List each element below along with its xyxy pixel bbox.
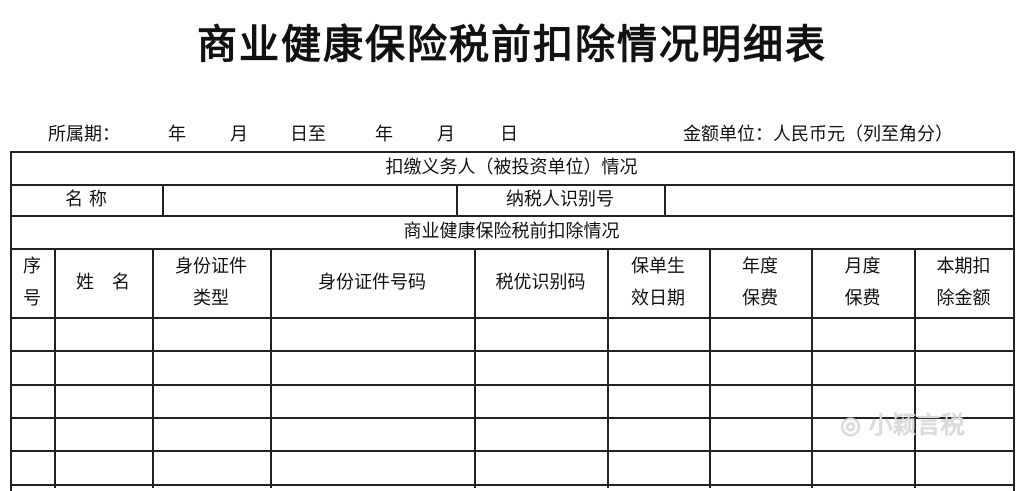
table-rule (10, 417, 1015, 419)
table-cell[interactable] (270, 450, 474, 484)
period-to-month: 月 (437, 124, 455, 145)
column-header: 姓 名 (76, 271, 130, 293)
table-rule (10, 248, 1015, 250)
table-cell[interactable] (709, 350, 811, 384)
table-rule (10, 317, 1015, 319)
table-cell[interactable] (709, 450, 811, 484)
table-cell[interactable] (914, 450, 1013, 484)
table-rule (152, 248, 154, 488)
table-rule (270, 248, 272, 488)
column-header: 身份证件 类型 (175, 255, 247, 309)
table-cell[interactable] (10, 350, 54, 384)
table-cell[interactable] (811, 450, 914, 484)
column-header: 本期扣 除金额 (936, 255, 991, 309)
taxid-label: 纳税人识别号 (506, 188, 614, 210)
table-cell[interactable] (10, 317, 54, 350)
table-cell[interactable] (10, 384, 54, 417)
table-cell[interactable] (270, 417, 474, 450)
table-cell[interactable] (607, 417, 709, 450)
table-cell[interactable] (152, 317, 270, 350)
table-cell[interactable] (709, 384, 811, 417)
table-cell[interactable] (54, 384, 152, 417)
table-cell[interactable] (607, 384, 709, 417)
table-cell[interactable] (10, 417, 54, 450)
column-header: 月度 保费 (844, 255, 881, 309)
table-rule (914, 248, 916, 488)
table-rule (10, 215, 1015, 217)
table-rule (10, 384, 1015, 386)
table-cell[interactable] (474, 417, 607, 450)
section1-title: 扣缴义务人（被投资单位）情况 (385, 156, 638, 178)
table-cell[interactable] (152, 350, 270, 384)
table-cell[interactable] (914, 350, 1013, 384)
column-header: 身份证件号码 (318, 271, 426, 293)
column-header: 保单生 效日期 (631, 255, 685, 309)
table-rule (54, 248, 56, 488)
table-rule (664, 184, 666, 215)
table-rule (10, 350, 1015, 352)
name-label: 名 称 (65, 188, 107, 210)
table-cell[interactable] (607, 350, 709, 384)
table-cell[interactable] (270, 384, 474, 417)
table-rule (10, 151, 1015, 153)
period-label: 所属期： (48, 124, 120, 145)
table-border (10, 151, 12, 491)
table-cell[interactable] (270, 350, 474, 384)
document-title: 商业健康保险税前扣除情况明细表 (197, 22, 827, 68)
taxid-field[interactable] (664, 184, 1013, 215)
table-rule (811, 248, 813, 488)
period-from-month: 月 (230, 124, 248, 145)
amount-unit: 金额单位：人民币元（列至角分） (683, 124, 953, 145)
table-cell[interactable] (474, 350, 607, 384)
table-rule (474, 248, 476, 488)
table-cell[interactable] (709, 317, 811, 350)
table-cell[interactable] (811, 317, 914, 350)
table-cell[interactable] (152, 384, 270, 417)
wechat-icon: ◎ (840, 411, 869, 439)
table-cell[interactable] (54, 317, 152, 350)
table-cell[interactable] (270, 317, 474, 350)
column-header: 年度 保费 (742, 255, 778, 309)
table-cell[interactable] (811, 350, 914, 384)
table-cell[interactable] (152, 450, 270, 484)
table-cell[interactable] (474, 450, 607, 484)
period-from-year: 年 (168, 124, 186, 145)
table-rule (456, 184, 458, 215)
period-to-year: 年 (375, 124, 393, 145)
table-cell[interactable] (54, 450, 152, 484)
table-border (1013, 151, 1015, 491)
table-cell[interactable] (10, 450, 54, 484)
table-cell[interactable] (709, 417, 811, 450)
watermark: ◎ 小颖言税 (840, 411, 965, 439)
table-rule (10, 450, 1015, 452)
name-field[interactable] (162, 184, 456, 215)
section2-title: 商业健康保险税前扣除情况 (403, 220, 620, 242)
table-rule (10, 184, 1015, 186)
table-cell[interactable] (474, 384, 607, 417)
table-rule (162, 184, 164, 215)
table-cell[interactable] (54, 350, 152, 384)
table-cell[interactable] (474, 317, 607, 350)
table-rule (10, 484, 1015, 486)
table-cell[interactable] (152, 417, 270, 450)
column-header: 序 号 (23, 255, 41, 309)
period-to-day: 日 (500, 124, 518, 145)
table-cell[interactable] (914, 317, 1013, 350)
table-rule (709, 248, 711, 488)
table-cell[interactable] (607, 450, 709, 484)
column-header: 税优识别码 (495, 271, 586, 293)
table-cell[interactable] (54, 417, 152, 450)
period-from-day-to: 日至 (290, 124, 326, 145)
table-cell[interactable] (607, 317, 709, 350)
table-rule (607, 248, 609, 488)
